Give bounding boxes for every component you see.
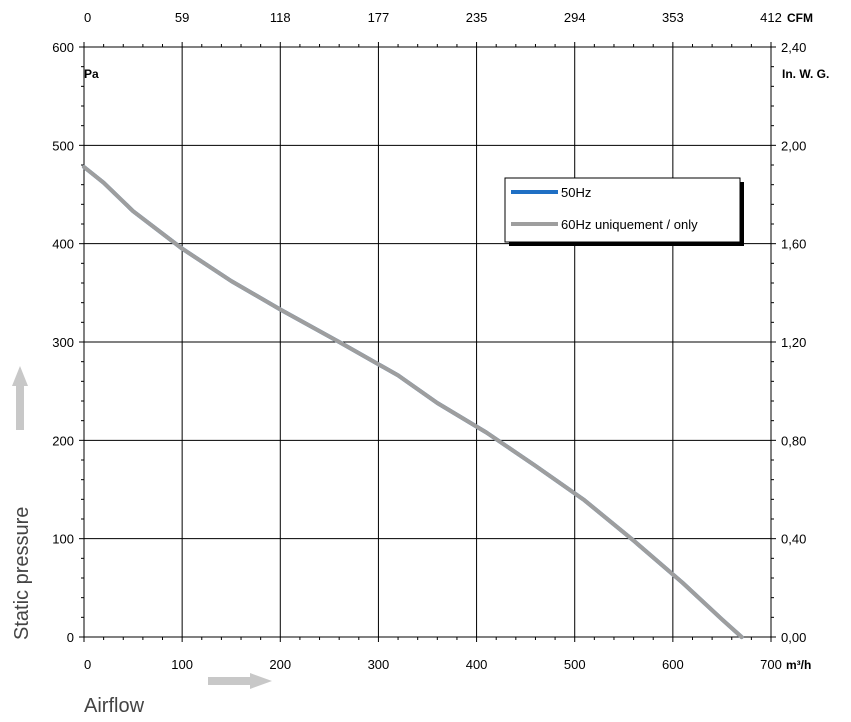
y-axis-unit: Pa <box>84 67 99 81</box>
x-tick-label: 0 <box>84 657 91 672</box>
y-axis-label: Static pressure <box>11 507 33 640</box>
x-top-tick-label: 412 <box>760 10 782 25</box>
y-right-tick-label: 1,20 <box>781 335 806 350</box>
y-tick-label: 600 <box>52 40 74 55</box>
legend: 50Hz 60Hz uniquement / only <box>504 177 744 246</box>
y-right-tick-label: 2,40 <box>781 40 806 55</box>
x-top-tick-label: 353 <box>662 10 684 25</box>
x-tick-label: 700 <box>760 657 782 672</box>
x-tick-label: 300 <box>368 657 390 672</box>
x-tick-label: 100 <box>171 657 193 672</box>
x-top-tick-label: 118 <box>270 10 291 25</box>
y-tick-label: 100 <box>52 532 74 547</box>
y-tick-label: 400 <box>52 237 74 252</box>
x-top-tick-label: 235 <box>466 10 488 25</box>
y-tick-label: 500 <box>52 138 74 153</box>
grid-lines <box>84 47 771 637</box>
tick-labels: 0010059200118300177400235500294600353700… <box>52 10 806 672</box>
y-right-tick-label: 0,80 <box>781 433 806 448</box>
y-right-tick-label: 2,00 <box>781 138 806 153</box>
legend-label-60hz: 60Hz uniquement / only <box>561 217 698 232</box>
y-tick-label: 300 <box>52 335 74 350</box>
series-lines <box>82 165 744 639</box>
legend-label-50hz: 50Hz <box>561 185 591 200</box>
x-top-axis-unit: CFM <box>787 11 813 25</box>
x-top-tick-label: 59 <box>175 10 189 25</box>
y-tick-label: 200 <box>52 433 74 448</box>
x-axis-unit: m³/h <box>786 658 811 672</box>
x-tick-label: 200 <box>269 657 291 672</box>
tick-marks <box>79 42 776 642</box>
y-right-tick-label: 0,40 <box>781 532 806 547</box>
x-tick-label: 500 <box>564 657 586 672</box>
y-axis-arrow-icon <box>12 366 28 430</box>
legend-box <box>504 177 741 243</box>
x-axis-arrow-icon <box>208 673 272 689</box>
y-right-tick-label: 1,60 <box>781 237 806 252</box>
x-top-tick-label: 294 <box>564 10 586 25</box>
series-line-1 <box>82 165 744 639</box>
y-right-tick-label: 0,00 <box>781 630 806 645</box>
y-tick-label: 0 <box>67 630 74 645</box>
x-top-tick-label: 0 <box>84 10 91 25</box>
x-axis-label: Airflow <box>84 695 145 717</box>
x-tick-label: 400 <box>466 657 488 672</box>
x-top-tick-label: 177 <box>368 10 390 25</box>
x-tick-label: 600 <box>662 657 684 672</box>
y-right-axis-unit: In. W. G. <box>782 67 829 81</box>
